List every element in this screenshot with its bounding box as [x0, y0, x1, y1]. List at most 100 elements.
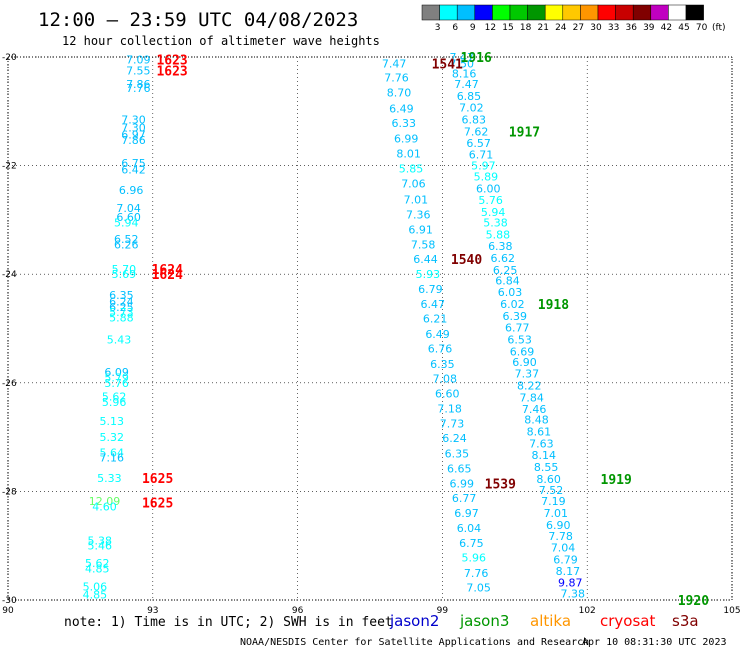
wave-height-value: 7.37 — [515, 368, 540, 381]
wave-height-value: 6.44 — [413, 253, 438, 266]
wave-height-value: 8.61 — [527, 426, 552, 439]
wave-height-value: 6.99 — [449, 477, 474, 490]
y-tick-label: -20 — [2, 53, 17, 63]
legend-item: s3a — [672, 612, 699, 630]
wave-height-value: 5.89 — [474, 170, 499, 183]
wave-height-value: 6.77 — [505, 321, 530, 334]
wave-height-value: 5.43 — [107, 333, 132, 346]
colorbar-label: 21 — [537, 23, 548, 33]
pass-time-label: 1625 — [142, 496, 173, 511]
pass-time-label: 1918 — [538, 298, 569, 313]
wave-height-value: 7.62 — [464, 125, 489, 138]
pass-time-label: 1920 — [678, 594, 709, 609]
wave-height-value: 5.94 — [114, 217, 139, 230]
wave-height-value: 6.65 — [447, 463, 472, 476]
wave-height-value: 6.26 — [114, 238, 139, 251]
wave-height-value: 5.97 — [471, 160, 496, 173]
wave-height-value: 5.46 — [87, 540, 112, 553]
wave-height-value: 8.70 — [387, 86, 412, 99]
pass-time-label: 1624 — [152, 268, 183, 283]
y-tick-label: -30 — [2, 596, 17, 606]
colorbar-swatch — [421, 4, 440, 21]
legend-item: jason2 — [389, 612, 439, 630]
pass-time-label: 1539 — [485, 477, 516, 492]
wave-height-value: 5.70 — [112, 263, 137, 276]
y-tick-label: -26 — [2, 379, 17, 389]
colorbar-label: 42 — [661, 23, 672, 33]
wave-height-value: 7.04 — [116, 202, 141, 215]
colorbar-label: 36 — [625, 23, 637, 33]
wave-height-value: 6.85 — [457, 90, 482, 103]
colorbar-swatch — [650, 4, 669, 21]
wave-height-value: 7.01 — [404, 193, 429, 206]
wave-height-value: 7.09 — [126, 54, 151, 67]
wave-height-value: 5.79 — [104, 371, 129, 384]
wave-height-value: 6.76 — [428, 343, 453, 356]
colorbar-label: 70 — [696, 23, 708, 33]
wave-height-value: 6.57 — [466, 137, 491, 150]
wave-height-value: 6.04 — [457, 522, 482, 535]
legend-item: jason3 — [459, 612, 509, 630]
wave-height-value: 6.53 — [507, 333, 532, 346]
colorbar-label: 6 — [452, 23, 458, 33]
wave-height-value: 6.97 — [121, 129, 146, 142]
colorbar-label: 18 — [520, 23, 532, 33]
wave-height-value: 7.06 — [401, 178, 426, 191]
x-tick-label: 90 — [2, 606, 14, 616]
wave-height-value: 5.94 — [481, 206, 506, 219]
wave-height-value: 7.46 — [522, 403, 547, 416]
x-tick-label: 96 — [292, 606, 304, 616]
wave-height-value: 8.60 — [536, 473, 561, 486]
wave-height-value: 5.69 — [112, 268, 137, 281]
wave-height-value: 5.96 — [102, 396, 127, 409]
wave-height-value: 7.86 — [121, 134, 146, 147]
wave-height-value: 5.06 — [83, 580, 108, 593]
wave-height-value: 7.58 — [411, 238, 436, 251]
wave-height-value: 7.63 — [529, 438, 554, 451]
colorbar-swatch — [439, 4, 458, 21]
wave-height-value: 5.88 — [486, 229, 511, 242]
wave-height-value: 5.38 — [483, 217, 508, 230]
wave-height-value: 7.76 — [384, 72, 409, 85]
x-tick-label: 102 — [579, 606, 596, 616]
wave-height-value: 7.04 — [551, 541, 576, 554]
wave-height-value: 7.76 — [126, 82, 151, 95]
wave-height-value: 6.91 — [408, 224, 433, 237]
wave-height-value: 5.88 — [109, 312, 134, 325]
wave-height-value: 7.02 — [459, 101, 484, 114]
wave-height-value: 7.18 — [437, 402, 462, 415]
colorbar-swatch — [685, 4, 704, 21]
wave-height-value: 7.16 — [100, 452, 125, 465]
wave-height-value: 7.76 — [464, 567, 489, 580]
pass-time-label: 1624 — [152, 263, 183, 278]
plot-border — [7, 56, 733, 601]
plot-area — [7, 56, 733, 601]
wave-height-value: 7.50 — [449, 58, 474, 71]
colorbar-unit: (ft) — [712, 23, 726, 33]
wave-height-value: 5.96 — [462, 552, 487, 565]
wave-height-value: 6.38 — [488, 240, 513, 253]
colorbar-swatch — [509, 4, 528, 21]
wave-height-value: 6.83 — [462, 113, 487, 126]
wave-height-value: 7.30 — [121, 113, 146, 126]
colorbar-swatch — [562, 4, 581, 21]
wave-height-value: 6.24 — [442, 432, 467, 445]
pass-time-label: 1541 — [432, 58, 463, 73]
chart-subtitle: 12 hour collection of altimeter wave hei… — [62, 34, 380, 48]
x-tick-label: 105 — [723, 606, 740, 616]
wave-height-value: 6.90 — [512, 356, 537, 369]
wave-height-value: 8.48 — [524, 414, 549, 427]
wave-height-value: 6.77 — [452, 492, 477, 505]
pass-time-label: 1919 — [601, 473, 632, 488]
colorbar-swatch — [527, 4, 546, 21]
colorbar-swatch — [544, 4, 564, 21]
wave-height-value: 6.03 — [498, 286, 523, 299]
wave-height-value: 5.93 — [416, 268, 441, 281]
colorbar-label: 24 — [555, 23, 567, 33]
wave-height-value: 6.09 — [104, 366, 129, 379]
x-tick-label: 99 — [437, 606, 449, 616]
wave-height-value: 6.02 — [500, 298, 525, 311]
pass-time-label: 1625 — [142, 472, 173, 487]
wave-height-value: 4.60 — [92, 501, 117, 514]
colorbar-swatch — [632, 4, 652, 21]
